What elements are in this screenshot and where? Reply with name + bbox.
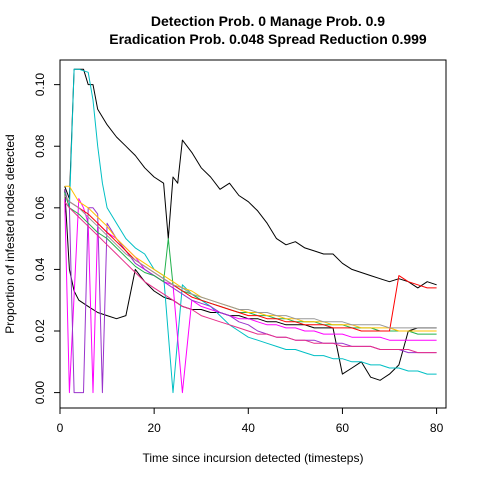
x-axis: 0 20 40 60 80 xyxy=(57,408,444,435)
series-line-8 xyxy=(64,185,437,332)
y-axis: 0.00 0.02 0.04 0.06 0.08 0.10 xyxy=(33,73,60,405)
y-tick-label: 0.10 xyxy=(33,73,47,97)
y-axis-label: Proportion of infested nodes detected xyxy=(3,134,17,333)
x-tick-label: 0 xyxy=(57,421,64,435)
x-tick-label: 60 xyxy=(336,421,350,435)
series-line-3 xyxy=(64,68,437,394)
series-line-7 xyxy=(64,195,437,332)
series-line-4 xyxy=(64,198,437,394)
series-line-5 xyxy=(64,189,437,394)
series-line-9 xyxy=(64,201,437,354)
plot-frame xyxy=(59,59,447,409)
y-tick-label: 0.00 xyxy=(33,381,47,405)
series-layer xyxy=(64,68,437,394)
series-line-6 xyxy=(64,192,437,335)
series-line-1 xyxy=(64,68,437,289)
series-line-10 xyxy=(64,195,437,329)
x-tick-label: 80 xyxy=(430,421,444,435)
x-tick-label: 20 xyxy=(147,421,161,435)
chart-title-line1: Detection Prob. 0 Manage Prob. 0.9 xyxy=(151,13,385,29)
series-line-2 xyxy=(64,189,437,381)
y-tick-label: 0.08 xyxy=(33,134,47,158)
y-tick-label: 0.06 xyxy=(33,196,47,220)
chart-title-line2: Eradication Prob. 0.048 Spread Reduction… xyxy=(109,31,427,47)
x-tick-label: 40 xyxy=(242,421,256,435)
x-axis-label: Time since incursion detected (timesteps… xyxy=(143,451,364,465)
y-tick-label: 0.02 xyxy=(33,319,47,343)
y-tick-label: 0.04 xyxy=(33,257,47,281)
